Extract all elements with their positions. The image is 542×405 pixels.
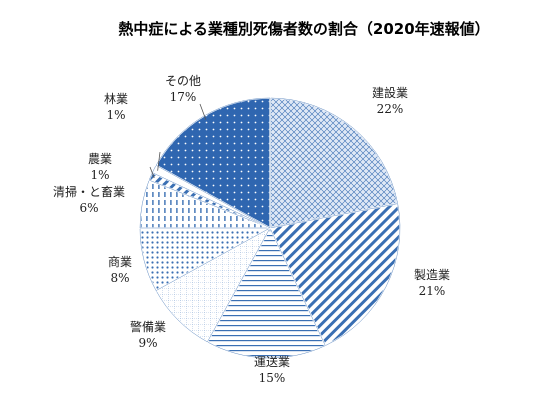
- slice-label-value-7: 1%: [90, 168, 109, 182]
- leader-line-9: [199, 103, 207, 120]
- chart-title: 熱中症による業種別死傷者数の割合（2020年速報値）: [118, 20, 489, 38]
- slice-label-name-2: 製造業: [414, 268, 450, 282]
- pie-slice-outline-3: [207, 227, 326, 359]
- pie-slices: [139, 97, 401, 359]
- slice-label-name-8: 林業: [104, 92, 128, 106]
- slice-label-name-1: 建設業: [372, 85, 408, 100]
- slice-labels: 建設業 22% 製造業 21% 運送業 15% 警備業 9% 商業 8% 清掃・と畜業 6% 農業 1% 林…: [53, 74, 450, 385]
- leader-line-8: [157, 151, 161, 171]
- slice-label-value-2: 21%: [419, 284, 446, 298]
- slice-label-value-9: 17%: [170, 90, 197, 104]
- pie-slice-outline-9: [155, 97, 271, 229]
- pie-slice-outline-1: [269, 97, 398, 229]
- slice-label-name-4: 警備業: [130, 319, 166, 334]
- slice-label-value-6: 6%: [79, 201, 98, 215]
- slice-label-name-7: 農業: [88, 152, 112, 166]
- slice-label-name-3: 運送業: [254, 354, 290, 369]
- pie-slice-outline-2: [269, 203, 401, 346]
- slice-label-name-6: 清掃・と畜業: [53, 184, 125, 199]
- slice-label-value-8: 1%: [106, 108, 125, 122]
- slice-label-value-4: 9%: [138, 336, 157, 350]
- leader-line-7: [149, 166, 155, 179]
- slice-label-value-3: 15%: [259, 371, 286, 385]
- slice-label-name-5: 商業: [108, 254, 132, 269]
- slice-label-name-9: その他: [165, 74, 201, 88]
- slice-label-value-1: 22%: [377, 102, 404, 116]
- leader-lines: [149, 103, 207, 179]
- slice-label-value-5: 8%: [110, 271, 129, 285]
